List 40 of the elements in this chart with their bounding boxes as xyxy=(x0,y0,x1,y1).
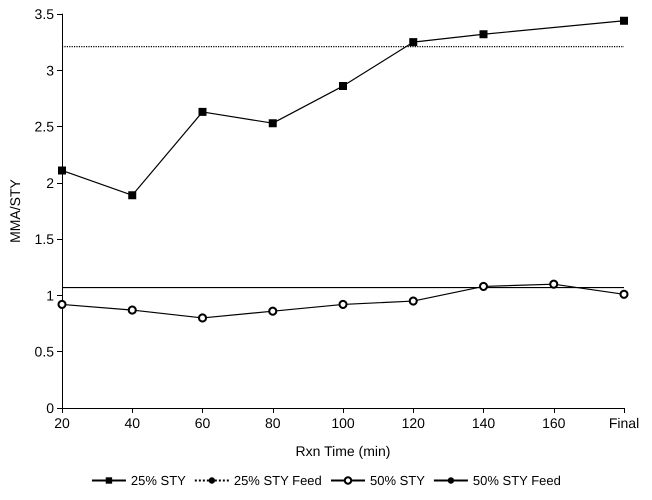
point xyxy=(480,30,488,38)
y-axis-title: MMA/STY xyxy=(7,178,23,243)
x-axis-title: Rxn Time (min) xyxy=(296,443,390,459)
legend-label: 50% STY Feed xyxy=(472,473,561,488)
point xyxy=(128,306,137,315)
point xyxy=(620,16,628,25)
x-tick-label: 140 xyxy=(472,415,496,431)
point xyxy=(338,300,348,309)
y-tick-label: 1 xyxy=(46,287,54,304)
x-tick-label: 100 xyxy=(331,415,355,431)
point xyxy=(339,82,347,90)
point xyxy=(549,280,558,289)
point xyxy=(128,191,136,200)
y-tick-label: 3 xyxy=(46,62,54,78)
x-tick-label: 60 xyxy=(194,415,210,431)
y-tick-label: 1.5 xyxy=(34,231,54,248)
x-tick-label: 80 xyxy=(264,415,281,431)
point xyxy=(198,108,206,116)
x-tick-label: 20 xyxy=(54,415,70,431)
point xyxy=(268,119,277,128)
legend-label: 25% STY Feed xyxy=(234,473,322,488)
y-tick-label: 0 xyxy=(46,400,54,416)
y-tick-label: 3.5 xyxy=(34,6,54,22)
point xyxy=(479,282,488,291)
y-tick-label: 2 xyxy=(46,174,54,191)
legend-label: 50% STY xyxy=(370,473,426,488)
point xyxy=(268,306,278,316)
point xyxy=(198,313,207,322)
point xyxy=(620,290,628,299)
point xyxy=(409,38,418,46)
point xyxy=(58,300,66,309)
point xyxy=(58,166,66,174)
y-tick-label: 2.5 xyxy=(34,118,54,135)
point xyxy=(408,296,418,306)
x-tick-label: 120 xyxy=(402,415,426,431)
y-tick-label: 0.5 xyxy=(34,344,54,360)
legend-label: 25% STY xyxy=(130,473,186,488)
x-tick-label: 160 xyxy=(542,415,566,431)
x-tick-label: 40 xyxy=(124,415,140,431)
x-tick-label: Final xyxy=(608,415,640,431)
